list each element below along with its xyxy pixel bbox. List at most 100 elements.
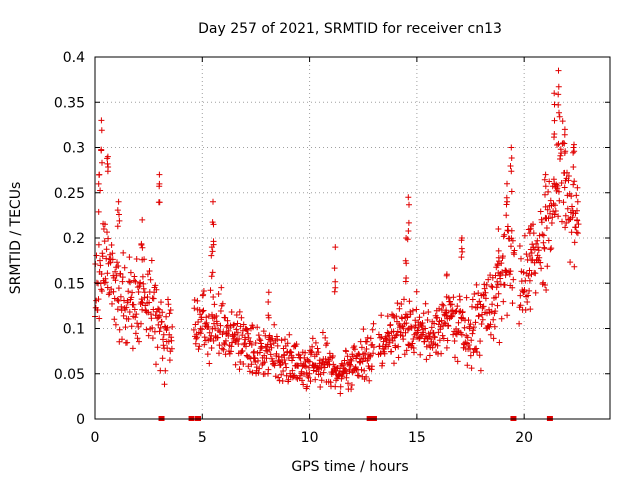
data-point [492,308,499,315]
data-point [487,272,494,279]
data-point [535,244,541,251]
data-point [254,324,261,331]
data-point [332,284,339,291]
data-point [109,300,115,307]
data-point [221,341,228,348]
data-point [526,277,533,284]
data-point [423,356,430,363]
data-point [509,237,516,244]
data-point [149,335,156,342]
data-points [92,67,582,397]
data-point [556,197,563,204]
data-point [208,345,215,351]
data-point [321,364,328,371]
data-point [348,382,355,388]
data-point [211,301,218,308]
data-point [337,390,344,397]
data-point [511,247,518,254]
data-point [155,305,161,312]
data-point [551,90,558,97]
data-point [219,300,226,307]
data-point [439,332,446,339]
data-point [256,336,263,343]
chart-title: Day 257 of 2021, SRMTID for receiver cn1… [198,21,502,37]
data-point [560,199,567,206]
data-point [436,305,443,312]
data-point [104,168,111,175]
data-point [146,299,153,306]
data-point [200,288,207,294]
data-point [436,337,443,344]
data-point [395,354,402,361]
data-point [544,263,551,270]
data-point [551,211,558,218]
data-point [405,194,412,201]
data-point [281,357,288,363]
data-point [124,299,131,306]
data-point [272,360,278,367]
data-point [527,306,534,313]
data-point [161,323,168,330]
data-point [153,286,160,293]
data-point [411,324,418,331]
data-point [542,171,549,178]
data-point [108,242,115,248]
data-point [358,366,365,373]
data-point [228,343,235,350]
data-point [572,224,579,231]
data-point [306,358,313,365]
data-point [409,340,416,347]
data-point [331,265,338,272]
data-point [461,324,468,331]
data-point [528,257,535,264]
data-point [413,306,420,313]
data-point [487,321,494,328]
data-point [166,357,173,364]
data-point [574,207,580,214]
data-point [559,218,565,225]
data-point [98,127,105,134]
data-point [100,226,107,232]
data-point [236,308,243,315]
data-point [411,349,417,356]
data-point [496,339,503,346]
data-point [364,334,371,341]
data-point [258,345,265,351]
data-point [164,324,171,331]
data-point [216,350,222,357]
data-point [225,327,232,334]
data-point [95,296,102,303]
data-point [209,325,216,332]
data-point [104,160,111,167]
data-point [443,344,450,351]
data-point [571,263,578,270]
data-point [101,238,108,245]
data-point [541,176,548,183]
data-point [197,330,204,337]
data-point [152,282,159,289]
data-point [139,256,146,263]
data-point [329,353,336,359]
data-point [555,188,562,195]
data-point [528,271,535,278]
data-point [395,343,402,350]
data-point [506,271,513,278]
data-point [312,339,319,346]
data-point [413,288,420,295]
data-point [477,338,484,345]
data-point [554,182,561,189]
data-point [490,316,497,323]
data-point [240,321,247,328]
data-point [208,273,215,280]
data-point [196,343,203,350]
data-point [282,360,289,367]
data-point [391,360,397,367]
data-point [112,277,119,284]
data-point [99,288,105,294]
data-point [299,377,305,384]
data-point [507,163,514,169]
data-point [337,383,344,390]
x-tick-label: 5 [198,430,207,446]
data-point [242,336,249,343]
